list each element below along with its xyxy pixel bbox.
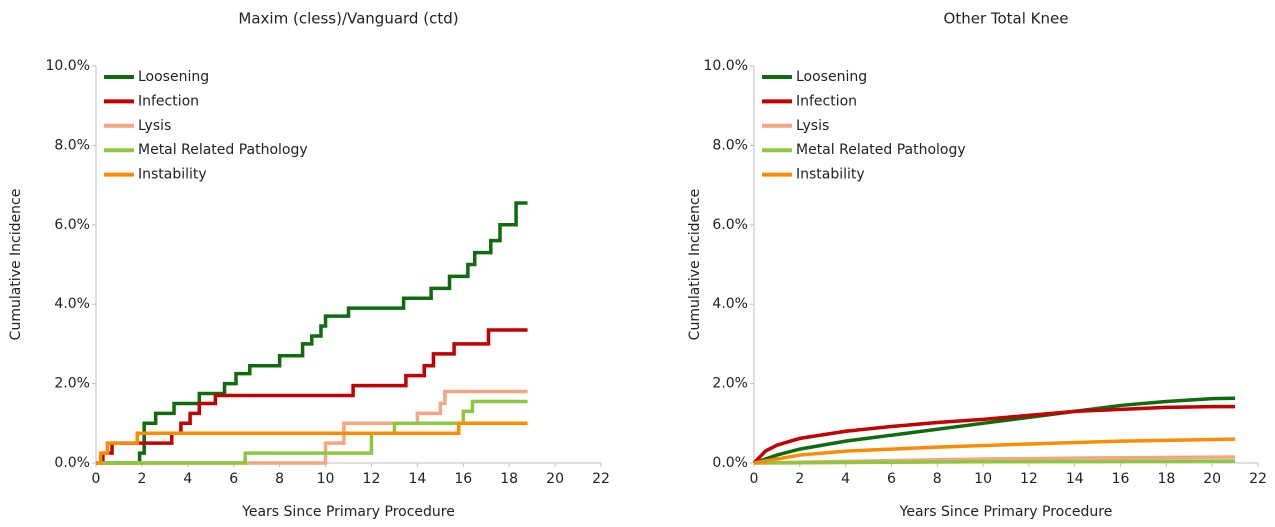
x-axis-label: Years Since Primary Procedure — [241, 504, 455, 520]
y-tick-label: 10.0% — [704, 58, 748, 74]
x-tick-label: 12 — [363, 471, 381, 487]
x-tick-label: 20 — [546, 471, 564, 487]
x-axis-label: Years Since Primary Procedure — [899, 504, 1113, 520]
legend-label: Lysis — [796, 118, 829, 134]
x-tick-label: 14 — [1066, 471, 1084, 487]
x-tick-label: 4 — [183, 471, 192, 487]
x-tick-label: 2 — [137, 471, 146, 487]
y-tick-label: 0.0% — [712, 455, 748, 471]
y-tick-label: 2.0% — [712, 376, 748, 392]
x-tick-label: 22 — [1249, 471, 1267, 487]
chart-title: Maxim (cless)/Vanguard (ctd) — [238, 10, 458, 28]
x-tick-label: 14 — [408, 471, 426, 487]
x-tick-label: 6 — [229, 471, 238, 487]
series-line — [96, 389, 528, 465]
series-line — [752, 404, 1236, 465]
y-tick-label: 6.0% — [54, 217, 90, 233]
series-line — [753, 437, 1236, 465]
y-tick-label: 4.0% — [54, 296, 90, 312]
y-tick-label: 10.0% — [46, 58, 90, 74]
x-tick-label: 20 — [1203, 471, 1221, 487]
series-line — [96, 328, 528, 465]
y-tick-label: 4.0% — [712, 296, 748, 312]
x-tick-label: 0 — [750, 471, 759, 487]
y-tick-label: 2.0% — [54, 376, 90, 392]
x-tick-label: 18 — [1157, 471, 1175, 487]
y-tick-label: 0.0% — [54, 455, 90, 471]
legend-label: Instability — [138, 167, 207, 183]
legend-label: Metal Related Pathology — [138, 142, 308, 158]
y-tick-label: 8.0% — [54, 137, 90, 153]
series-line — [96, 421, 528, 465]
legend-label: Loosening — [796, 69, 867, 85]
x-tick-label: 12 — [1020, 471, 1038, 487]
legend-label: Infection — [138, 93, 199, 109]
y-axis-label: Cumulative Incidence — [687, 189, 703, 341]
x-tick-label: 10 — [974, 471, 992, 487]
legend-label: Instability — [796, 167, 865, 183]
y-tick-label: 8.0% — [712, 137, 748, 153]
chart-title: Other Total Knee — [944, 10, 1069, 28]
legend-label: Lysis — [138, 118, 171, 134]
legend-label: Loosening — [138, 69, 209, 85]
series-line — [753, 459, 1236, 465]
x-tick-label: 22 — [592, 471, 610, 487]
x-tick-label: 16 — [1112, 471, 1130, 487]
x-tick-label: 2 — [795, 471, 804, 487]
x-tick-label: 6 — [887, 471, 896, 487]
x-tick-label: 18 — [500, 471, 518, 487]
series-line — [753, 396, 1236, 465]
x-tick-label: 8 — [275, 471, 284, 487]
x-tick-label: 4 — [841, 471, 850, 487]
series-line — [96, 399, 528, 465]
series-line — [96, 201, 528, 465]
x-tick-label: 16 — [454, 471, 472, 487]
x-tick-label: 0 — [92, 471, 101, 487]
legend-label: Metal Related Pathology — [796, 142, 966, 158]
y-axis-label: Cumulative Incidence — [8, 189, 24, 341]
legend-label: Infection — [796, 93, 857, 109]
x-tick-label: 8 — [933, 471, 942, 487]
x-tick-label: 10 — [317, 471, 335, 487]
y-tick-label: 6.0% — [712, 217, 748, 233]
